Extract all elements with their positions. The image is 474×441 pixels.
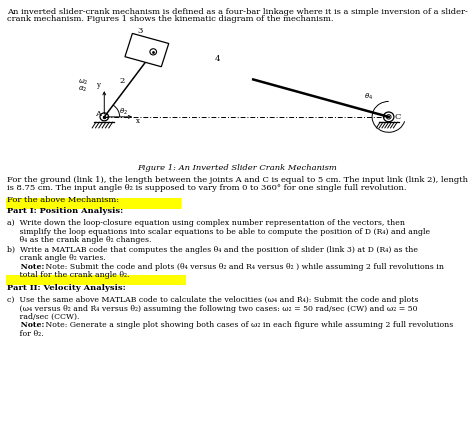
Text: D: D xyxy=(159,44,167,52)
Text: For the ground (link 1), the length between the joints A and C is equal to 5 cm.: For the ground (link 1), the length betw… xyxy=(7,176,468,184)
Text: (ω₄ versus θ₂ and Ṙ₄ versus θ₂) assuming the following two cases: ω₂ = 50 rad/s: (ω₄ versus θ₂ and Ṙ₄ versus θ₂) assumin… xyxy=(7,305,418,313)
Text: crank mechanism. Figures 1 shows the kinematic diagram of the mechanism.: crank mechanism. Figures 1 shows the kin… xyxy=(7,15,334,22)
Bar xyxy=(125,34,169,67)
Text: simplify the loop equations into scalar equations to be able to compute the posi: simplify the loop equations into scalar … xyxy=(7,228,430,235)
Text: $\alpha_2$: $\alpha_2$ xyxy=(78,85,88,94)
Text: b)  Write a MATLAB code that computes the angles θ₄ and the position of slider (: b) Write a MATLAB code that computes the… xyxy=(7,246,418,254)
Text: Note:: Note: xyxy=(7,263,45,271)
FancyBboxPatch shape xyxy=(6,198,181,209)
Text: crank angle θ₂ varies.: crank angle θ₂ varies. xyxy=(7,254,106,262)
Text: $\theta_4$: $\theta_4$ xyxy=(364,92,373,102)
Text: Part II: Velocity Analysis:: Part II: Velocity Analysis: xyxy=(7,284,126,292)
Text: For the above Mechanism:: For the above Mechanism: xyxy=(7,196,119,204)
Text: total for the crank angle θ₂.: total for the crank angle θ₂. xyxy=(7,271,129,279)
Text: A: A xyxy=(95,110,101,119)
Text: Figure 1: An Inverted Slider Crank Mechanism: Figure 1: An Inverted Slider Crank Mecha… xyxy=(137,164,337,172)
Text: is 8.75 cm. The input angle θ₂ is supposed to vary from 0 to 360° for one single: is 8.75 cm. The input angle θ₂ is suppos… xyxy=(7,184,407,192)
Text: 2: 2 xyxy=(119,77,125,85)
FancyBboxPatch shape xyxy=(6,275,186,285)
Text: rad/sec (CCW).: rad/sec (CCW). xyxy=(7,313,80,321)
Text: Note: Submit the code and plots (θ₄ versus θ₂ and R₄ versus θ₂ ) while assuming : Note: Submit the code and plots (θ₄ vers… xyxy=(33,263,444,271)
Text: θ₄ as the crank angle θ₂ changes.: θ₄ as the crank angle θ₂ changes. xyxy=(7,236,152,244)
Text: for θ₂.: for θ₂. xyxy=(7,330,44,338)
Text: Part I: Position Analysis:: Part I: Position Analysis: xyxy=(7,207,123,215)
Text: Note:: Note: xyxy=(7,321,45,329)
Text: $\theta_2$: $\theta_2$ xyxy=(119,106,128,116)
Text: An inverted slider-crank mechanism is defined as a four-bar linkage where it is : An inverted slider-crank mechanism is de… xyxy=(7,8,468,16)
Text: y: y xyxy=(96,81,100,89)
Text: a)  Write down the loop-closure equation using complex number representation of : a) Write down the loop-closure equation … xyxy=(7,219,405,227)
Text: c)  Use the same above MATLAB code to calculate the velocities (ω₄ and Ṙ₄): Sub: c) Use the same above MATLAB code to cal… xyxy=(7,296,419,304)
Text: 4: 4 xyxy=(214,56,220,64)
Text: Note: Generate a single plot showing both cases of ω₂ in each figure while assum: Note: Generate a single plot showing bot… xyxy=(33,321,454,329)
Text: x: x xyxy=(136,117,140,126)
Text: 3: 3 xyxy=(137,26,142,34)
Text: $\omega_2$: $\omega_2$ xyxy=(78,78,89,87)
Text: C: C xyxy=(394,112,401,121)
